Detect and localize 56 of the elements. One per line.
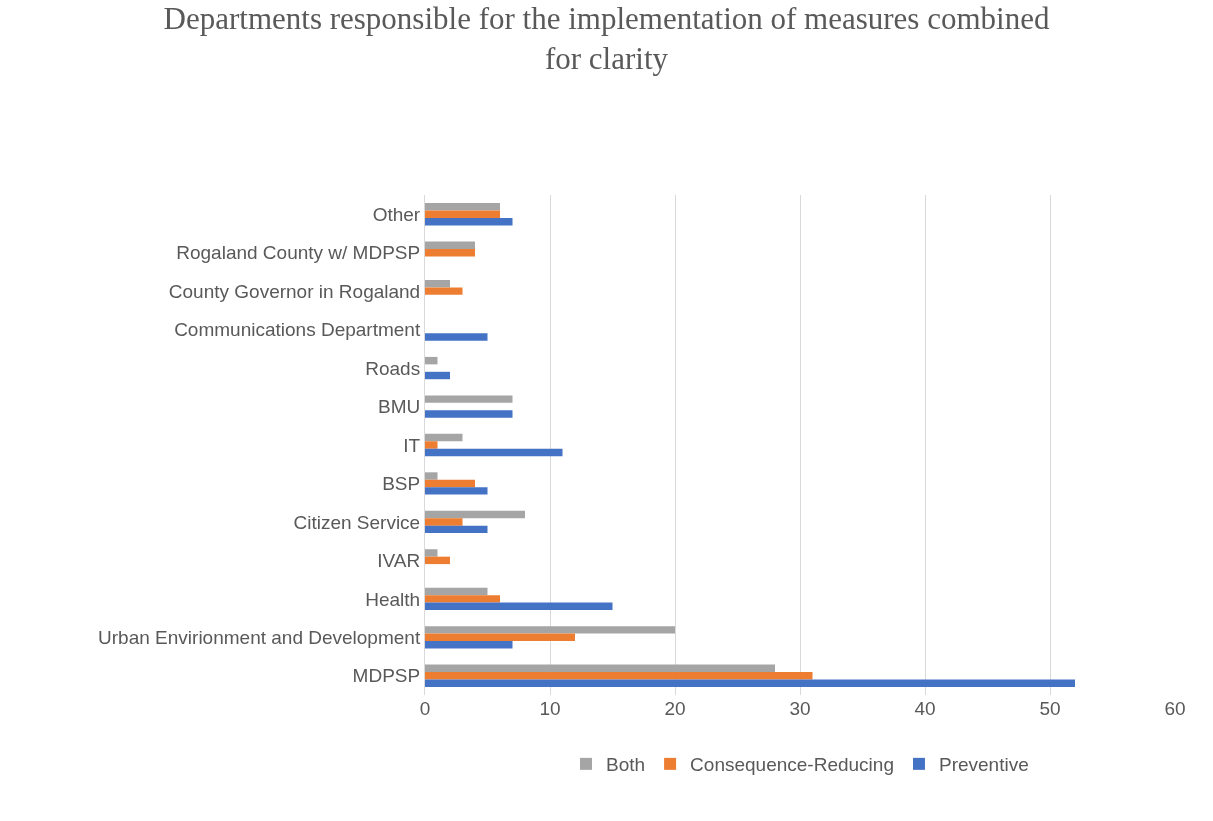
bar	[425, 448, 563, 457]
x-tick-label: 60	[1164, 698, 1186, 719]
y-tick-label: Rogaland County w/ MDPSP	[176, 242, 421, 264]
bar	[425, 602, 613, 610]
bar	[425, 556, 450, 565]
x-tick-label: 10	[539, 698, 561, 719]
y-tick-label: County Governor in Rogaland	[168, 280, 421, 302]
bar	[425, 549, 438, 557]
bar	[425, 487, 488, 495]
bar	[425, 633, 575, 642]
bar	[425, 587, 488, 596]
bar	[425, 518, 463, 526]
x-tick-label: 30	[789, 698, 811, 719]
y-tick-label: MDPSP	[352, 665, 421, 687]
bar	[425, 472, 438, 480]
bar	[425, 595, 500, 603]
legend-label: Both	[606, 754, 646, 776]
x-tick-label: 50	[1039, 698, 1061, 719]
bar	[425, 410, 513, 418]
bar	[425, 626, 675, 634]
bar	[425, 433, 463, 442]
bar	[425, 641, 513, 649]
legend-label: Preventive	[938, 754, 1029, 776]
bar	[425, 441, 438, 449]
bar	[425, 510, 525, 519]
bar	[425, 203, 500, 211]
y-tick-label: BMU	[377, 396, 421, 418]
legend-label: Consequence-Reducing	[690, 754, 894, 776]
y-tick-label: Other	[372, 203, 421, 225]
y-tick-label: Citizen Service	[293, 511, 421, 533]
x-tick-label: 40	[914, 698, 936, 719]
bar	[425, 356, 438, 365]
x-tick-label: 20	[664, 698, 686, 719]
bar	[425, 664, 775, 673]
x-tick-label: 0	[419, 698, 431, 719]
y-tick-label: Urban Envirionment and Development	[98, 626, 421, 648]
y-tick-label: Communications Department	[174, 319, 421, 341]
chart-title: Departments responsible for the implementation of measures combined for clarity	[163, 0, 1050, 77]
bar	[425, 679, 1075, 687]
bar	[425, 333, 488, 341]
bar	[425, 241, 475, 249]
y-tick-label: IT	[403, 434, 421, 456]
bar	[425, 479, 475, 488]
bar	[425, 525, 488, 534]
bar	[425, 287, 463, 295]
bar	[425, 395, 513, 403]
bar	[425, 217, 513, 226]
bar	[425, 210, 500, 218]
y-tick-label: BSP	[382, 473, 421, 495]
y-tick-label: Roads	[365, 357, 421, 379]
y-tick-label: Health	[365, 588, 421, 610]
y-tick-label: IVAR	[377, 550, 421, 572]
bar	[425, 248, 475, 257]
bar	[425, 280, 450, 288]
bar	[425, 371, 450, 380]
bar	[425, 672, 813, 680]
